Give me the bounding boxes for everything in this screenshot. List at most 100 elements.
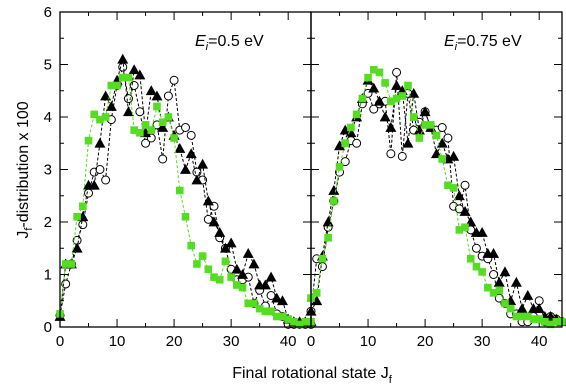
data-point-triangle <box>322 216 334 227</box>
data-point-square <box>461 223 469 232</box>
data-point-triangle <box>105 101 117 111</box>
data-point-square <box>301 317 310 326</box>
data-point-triangle <box>345 127 357 138</box>
x-tick-label: 40 <box>531 333 548 350</box>
series-filled-triangle <box>54 53 317 327</box>
energy-annotation: Ei=0.5 eV <box>195 33 264 53</box>
x-tick-label: 40 <box>280 333 297 350</box>
data-point-circle <box>163 91 173 101</box>
data-point-square <box>187 241 196 250</box>
data-point-square <box>272 312 281 321</box>
data-point-triangle <box>476 227 488 237</box>
data-point-square <box>215 275 224 284</box>
data-point-triangle <box>117 53 129 64</box>
data-point-square <box>73 212 81 221</box>
y-tick-label: 5 <box>44 57 52 74</box>
data-point-square <box>244 299 253 308</box>
data-point-square <box>541 317 549 326</box>
data-point-square <box>518 312 526 321</box>
data-point-square <box>193 260 201 268</box>
data-point-circle <box>118 62 128 72</box>
data-point-triangle <box>516 303 528 314</box>
data-point-square <box>546 320 555 329</box>
data-point-triangle <box>237 269 249 279</box>
energy-value: =0.5 eV <box>208 33 264 50</box>
data-point-triangle <box>334 140 346 151</box>
data-point-square <box>221 257 230 266</box>
energy-value: =0.75 eV <box>457 33 522 50</box>
series-line <box>310 69 562 325</box>
data-point-triangle <box>157 122 169 132</box>
data-point-square <box>318 254 327 263</box>
x-tick-label: 20 <box>166 333 183 350</box>
data-point-triangle <box>271 292 283 303</box>
data-point-square <box>387 97 395 106</box>
data-point-square <box>147 126 156 134</box>
data-point-square <box>347 123 355 132</box>
data-point-triangle <box>522 290 534 300</box>
data-point-triangle <box>453 190 465 201</box>
data-point-square <box>472 262 481 271</box>
data-point-square <box>101 113 110 121</box>
y-tick-label: 1 <box>44 267 52 284</box>
data-point-circle <box>186 130 196 140</box>
data-point-square <box>250 299 258 308</box>
data-point-square <box>535 315 543 323</box>
data-point-circle <box>386 149 396 159</box>
data-point-square <box>421 121 429 129</box>
data-point-circle <box>437 123 447 132</box>
series-filled-square <box>56 73 315 329</box>
data-point-square <box>295 320 304 329</box>
data-point-circle <box>101 175 111 185</box>
data-point-square <box>426 121 435 129</box>
data-point-square <box>398 92 407 100</box>
data-point-triangle <box>448 150 460 161</box>
data-point-triangle <box>134 69 146 80</box>
data-point-square <box>96 115 104 124</box>
data-point-square <box>267 307 275 316</box>
data-point-square <box>495 286 504 295</box>
data-point-circle <box>84 188 94 198</box>
data-point-square <box>61 260 70 268</box>
data-point-square <box>79 202 87 211</box>
y-tick-label: 3 <box>44 162 52 179</box>
data-point-square <box>364 73 372 82</box>
data-point-square <box>255 304 264 313</box>
data-point-square <box>170 134 178 142</box>
y-tick-label: 6 <box>44 4 52 21</box>
data-point-circle <box>489 270 499 279</box>
data-point-square <box>523 312 532 321</box>
data-point-square <box>381 79 389 87</box>
data-point-circle <box>317 262 327 272</box>
data-point-square <box>175 186 184 195</box>
data-point-circle <box>369 104 379 114</box>
x-tick-label: 30 <box>474 333 491 350</box>
energy-annotation: Ei=0.75 eV <box>444 33 522 53</box>
data-point-square <box>478 268 486 276</box>
data-point-triangle <box>219 242 231 253</box>
data-point-triangle <box>259 279 271 290</box>
data-point-square <box>404 81 412 90</box>
data-point-triangle <box>174 143 186 153</box>
data-point-circle <box>352 138 362 148</box>
data-point-square <box>341 139 350 148</box>
panel-1: 0 10 20 30 40 0 1 2 3 4 5 6 Ei=0.5 eV <box>44 4 317 350</box>
data-point-triangle <box>71 242 83 253</box>
data-point-triangle <box>180 164 191 174</box>
data-point-circle <box>203 214 213 224</box>
data-point-square <box>444 181 452 190</box>
energy-symbol: E <box>195 33 206 50</box>
data-point-triangle <box>88 179 100 190</box>
data-point-triangle <box>408 87 420 98</box>
data-point-square <box>512 312 521 321</box>
data-point-triangle <box>373 95 385 106</box>
data-point-square <box>113 81 121 90</box>
data-point-triangle <box>368 82 380 93</box>
data-point-triangle <box>100 90 112 101</box>
data-point-square <box>466 254 475 263</box>
energy-subscript: i <box>206 41 209 53</box>
data-point-square <box>136 128 144 137</box>
data-point-square <box>312 289 321 297</box>
data-point-triangle <box>225 237 237 248</box>
data-point-square <box>238 283 247 292</box>
